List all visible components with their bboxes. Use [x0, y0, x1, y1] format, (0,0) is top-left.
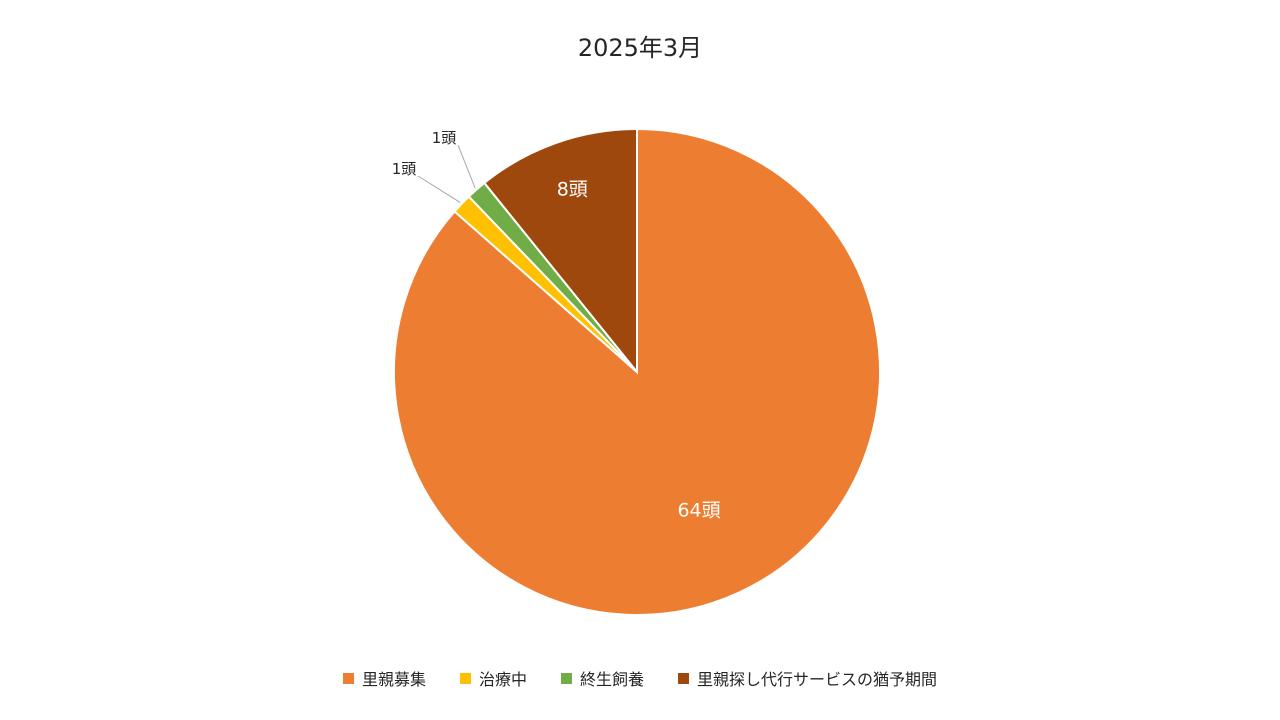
legend-label-3: 終生飼養: [580, 670, 645, 689]
legend-swatch-2: [459, 672, 471, 684]
legend: 里親募集 治療中 終生飼養 里親探し代行サービスの猶予期間: [0, 666, 1280, 690]
data-label-4: 8頭: [557, 179, 588, 201]
legend-label-4: 里親探し代行サービスの猶予期間: [697, 670, 938, 689]
legend-item-4: 里親探し代行サービスの猶予期間: [678, 666, 937, 690]
chart-title: 2025年3月: [577, 34, 703, 62]
data-label-2: 1頭: [392, 160, 417, 178]
legend-label-2: 治療中: [478, 670, 527, 689]
data-label-3: 1頭: [432, 129, 457, 147]
pie-slice-4: [482, 127, 638, 375]
legend-swatch-1: [342, 672, 354, 684]
legend-item-2: 治療中: [459, 666, 527, 690]
legend-label-1: 里親募集: [361, 670, 426, 689]
leader-line-2: [417, 175, 461, 203]
legend-item-3: 終生飼養: [561, 666, 644, 690]
legend-item-1: 里親募集: [342, 666, 426, 690]
data-label-1: 64頭: [677, 499, 720, 521]
leader-line-3: [457, 144, 476, 189]
legend-swatch-3: [561, 672, 572, 684]
legend-swatch-4: [678, 672, 690, 684]
